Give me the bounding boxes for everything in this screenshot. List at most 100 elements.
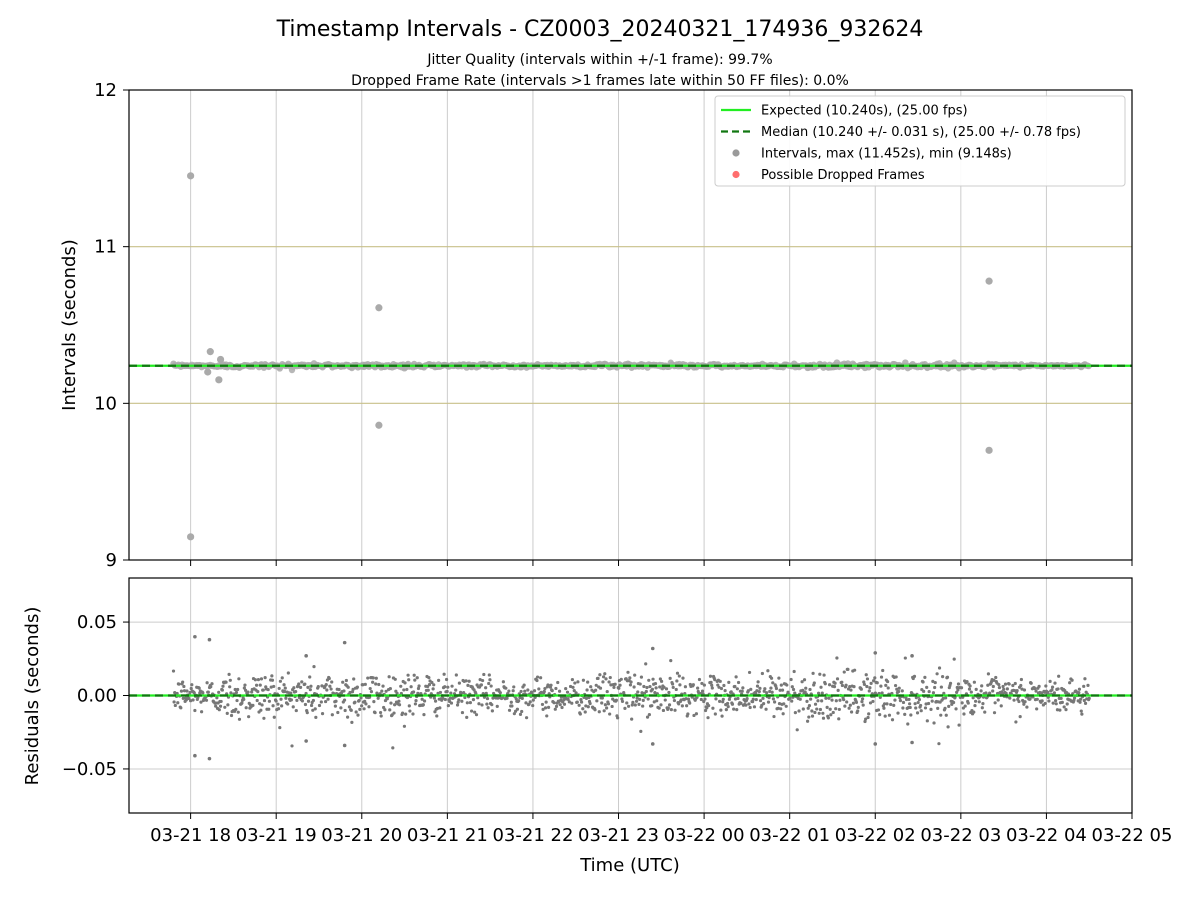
- residual-point: [359, 696, 363, 700]
- residual-point: [968, 684, 972, 688]
- residual-point: [228, 678, 232, 682]
- residual-point: [986, 683, 990, 687]
- intervals-y-ticks: 9 10 11 12: [94, 80, 129, 571]
- residual-point: [706, 716, 710, 720]
- residual-point: [810, 714, 815, 718]
- residual-point: [697, 677, 702, 682]
- residual-point: [828, 707, 832, 711]
- residual-point: [659, 679, 664, 683]
- residual-point: [306, 699, 311, 703]
- residual-point: [844, 683, 848, 687]
- residual-point: [297, 682, 301, 686]
- residual-point: [311, 698, 315, 703]
- residual-point: [308, 675, 312, 679]
- residual-point: [878, 713, 882, 717]
- residual-point: [556, 680, 560, 685]
- residual-point: [707, 704, 711, 708]
- residual-point: [1011, 683, 1015, 688]
- residual-point: [771, 697, 775, 701]
- residual-point: [292, 686, 296, 690]
- residual-point: [444, 677, 449, 682]
- residual-point: [532, 689, 537, 693]
- residual-point: [219, 699, 223, 704]
- residual-point: [272, 715, 276, 719]
- residual-point: [758, 686, 762, 690]
- residual-point: [218, 704, 223, 708]
- residual-point: [798, 697, 802, 701]
- residual-point: [672, 698, 677, 703]
- residual-point: [405, 687, 409, 692]
- residual-point: [760, 671, 764, 676]
- residual-point: [603, 703, 607, 707]
- residual-point: [320, 711, 325, 716]
- residual-point: [179, 706, 183, 710]
- residual-point: [505, 696, 509, 700]
- residual-point: [680, 704, 684, 708]
- residual-point: [443, 685, 447, 689]
- intervals-points: [170, 172, 1092, 541]
- residual-point: [633, 673, 637, 677]
- x-axis-ticks: 03-21 18 03-21 19 03-21 20 03-21 21 03-21 22…: [150, 813, 1172, 846]
- residual-point: [734, 675, 738, 679]
- residual-point: [504, 686, 508, 690]
- residual-point: [243, 683, 247, 687]
- residual-point: [405, 695, 410, 700]
- residual-point: [438, 706, 442, 710]
- residual-point: [980, 684, 984, 688]
- residual-point: [403, 681, 407, 685]
- residual-point: [589, 685, 593, 689]
- residual-point: [972, 680, 976, 684]
- residual-point: [435, 714, 439, 718]
- residual-point: [915, 711, 920, 715]
- residual-point: [380, 689, 384, 693]
- residual-point: [626, 670, 630, 674]
- residual-point: [455, 703, 460, 707]
- residual-point: [700, 689, 705, 693]
- residual-point: [744, 703, 748, 707]
- residual-point: [181, 696, 185, 700]
- chart-subtitle-jitter: Jitter Quality (intervals within +/-1 fr…: [426, 52, 772, 68]
- residual-point: [813, 702, 818, 706]
- residual-point: [185, 689, 189, 693]
- residual-point: [1058, 708, 1062, 712]
- residual-point: [784, 704, 788, 708]
- residual-point: [346, 685, 350, 689]
- residual-point: [776, 706, 780, 710]
- residual-point: [972, 710, 976, 714]
- residual-point: [225, 711, 229, 715]
- residual-point: [450, 684, 454, 688]
- residual-point: [541, 707, 545, 711]
- residual-point: [562, 698, 566, 702]
- residual-point: [579, 700, 584, 704]
- residual-point: [713, 712, 717, 716]
- residual-point: [280, 704, 284, 708]
- residual-point: [347, 705, 352, 709]
- residual-point: [1035, 697, 1039, 701]
- residual-point: [614, 698, 618, 702]
- residual-point: [1028, 697, 1032, 701]
- residual-point: [847, 706, 851, 710]
- residual-point: [189, 699, 193, 703]
- residual-point: [1002, 687, 1006, 691]
- x-tick-label: 03-22 04: [1006, 825, 1087, 846]
- residual-point: [182, 684, 186, 689]
- residual-point: [258, 683, 262, 687]
- residual-point: [835, 656, 839, 660]
- residual-point: [931, 691, 936, 695]
- residual-point: [957, 723, 961, 727]
- residual-point: [790, 699, 794, 703]
- residual-point: [363, 682, 367, 686]
- residual-point: [840, 680, 844, 684]
- residual-point: [524, 716, 529, 720]
- residual-point: [411, 712, 415, 716]
- residual-point: [600, 696, 604, 700]
- residual-point: [703, 708, 708, 713]
- residual-point: [1051, 701, 1055, 705]
- residual-point: [413, 678, 417, 682]
- residual-point: [305, 711, 309, 715]
- residual-point: [871, 699, 875, 704]
- residual-point: [669, 659, 673, 663]
- residual-point: [236, 710, 240, 714]
- residual-point: [217, 708, 221, 712]
- residual-point: [1043, 701, 1047, 706]
